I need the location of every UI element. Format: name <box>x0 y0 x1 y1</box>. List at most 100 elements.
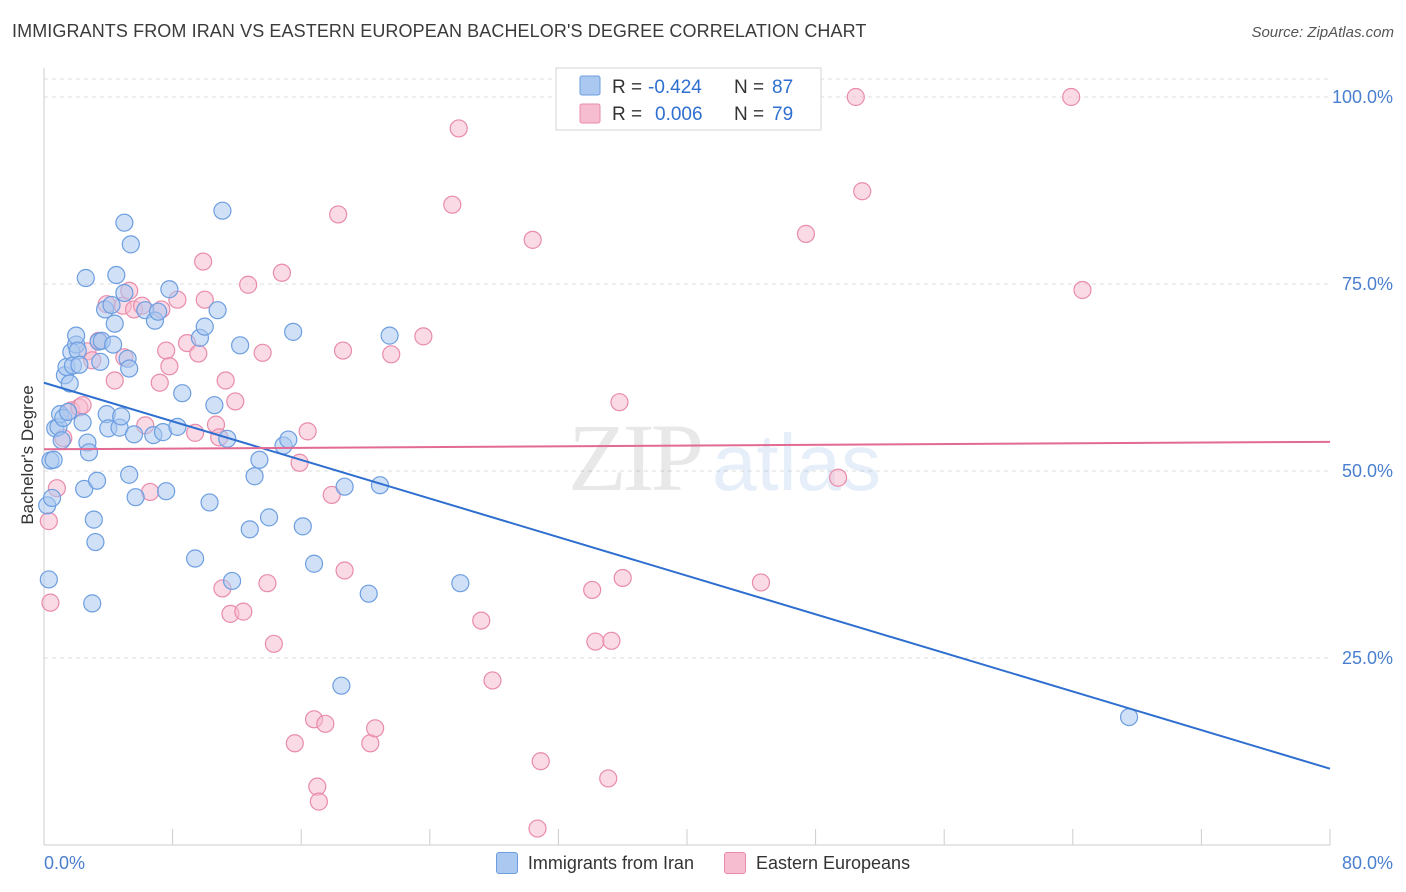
iran-point <box>168 417 187 436</box>
iran-point <box>120 465 139 484</box>
iran-point <box>195 317 214 336</box>
iran-point <box>380 326 399 345</box>
eastern-europeans-point <box>226 392 245 411</box>
iran-point <box>293 517 312 536</box>
eastern-europeans-point <box>610 393 629 412</box>
eastern-europeans-point <box>308 777 327 796</box>
eastern-europeans-point <box>443 195 462 214</box>
eastern-europeans-point <box>853 182 872 201</box>
eastern-europeans-point <box>586 632 605 651</box>
iran-point <box>44 450 63 469</box>
eastern-europeans-point <box>449 119 468 138</box>
iran-point <box>87 471 107 490</box>
iran-point <box>76 268 95 288</box>
eastern-europeans-point <box>751 573 771 592</box>
iran-point <box>279 430 298 449</box>
eastern-europeans-point <box>531 752 550 771</box>
legend-swatch-eastern-europeans <box>723 852 746 874</box>
eastern-europeans-point <box>322 485 341 505</box>
bottom-legend: Immigrants from Iran Eastern Europeans <box>0 852 1406 874</box>
y-tick-labels: 25.0% 50.0% 75.0% 100.0% <box>1332 87 1393 668</box>
eastern-europeans-point <box>194 252 213 271</box>
eastern-europeans-point <box>195 290 214 309</box>
eastern-europeans-point <box>528 819 547 838</box>
legend-n-value-1: 87 <box>772 77 793 98</box>
iran-point <box>332 676 351 695</box>
iran-point <box>231 336 250 355</box>
legend-n-label-1: N = <box>734 77 764 98</box>
bottom-legend-iran: Immigrants from Iran <box>495 852 694 874</box>
iran-point <box>79 443 99 462</box>
iran-point <box>84 510 103 529</box>
eastern-europeans-point <box>234 602 253 621</box>
iran-point <box>120 359 139 378</box>
y-tick-label: 25.0% <box>1342 648 1393 668</box>
iran-point <box>83 594 102 613</box>
eastern-europeans-point <box>366 719 385 738</box>
iran-point <box>73 413 92 432</box>
eastern-europeans-point <box>105 371 124 390</box>
eastern-europeans-point <box>258 574 277 593</box>
iran-point <box>70 355 89 374</box>
iran-point <box>245 467 264 486</box>
eastern-europeans-point <box>1073 280 1092 300</box>
iran-point <box>52 431 71 450</box>
iran-point <box>126 488 145 507</box>
eastern-europeans-point <box>796 224 816 243</box>
x-tick-labels: 0.0% 80.0% <box>44 853 1393 873</box>
x-tick-label: 80.0% <box>1342 853 1393 873</box>
iran-point <box>451 574 470 593</box>
chart-title: IMMIGRANTS FROM IRAN VS EASTERN EUROPEAN… <box>12 21 867 41</box>
eastern-europeans-point <box>157 341 176 360</box>
iran-point <box>107 265 126 285</box>
eastern-europeans-point <box>298 422 317 441</box>
legend-box: R = -0.424 N = 87 R = 0.006 N = 79 <box>555 67 822 131</box>
eastern-europeans-point <box>335 561 354 580</box>
iran-point <box>42 488 62 508</box>
eastern-europeans-point <box>602 631 621 650</box>
legend-swatch-iran <box>495 852 518 874</box>
eastern-europeans-point <box>41 593 60 612</box>
source-label: Source: ZipAtlas.com <box>1251 24 1394 41</box>
iran-point <box>104 335 123 354</box>
legend-n-label-2: N = <box>734 104 764 125</box>
watermark: ZIP atlas <box>568 404 881 511</box>
iran-point <box>60 374 79 393</box>
iran-point <box>222 571 242 591</box>
eastern-europeans-point <box>160 357 179 376</box>
legend-r-label-2: R = <box>612 104 642 125</box>
iran-point <box>91 352 110 371</box>
y-tick-label: 100.0% <box>1332 87 1393 107</box>
bottom-legend-eastern-europeans: Eastern Europeans <box>723 852 910 874</box>
eastern-europeans-point <box>414 327 433 346</box>
iran-point <box>149 302 168 321</box>
watermark-zip: ZIP <box>568 404 701 511</box>
iran-point <box>208 301 227 320</box>
iran-point <box>240 520 259 539</box>
iran-point <box>67 326 86 345</box>
eastern-europeans-point <box>150 373 169 392</box>
iran-point <box>124 425 144 444</box>
eastern-europeans-point <box>483 671 502 690</box>
iran-point <box>112 407 131 426</box>
iran-point <box>102 295 121 315</box>
eastern-europeans-point <box>264 634 283 653</box>
iran-point <box>186 549 205 568</box>
iran-point <box>284 322 303 341</box>
legend-swatch-pink <box>579 103 601 124</box>
trend-lines <box>43 381 1331 770</box>
bottom-legend-iran-label: Immigrants from Iran <box>527 852 694 873</box>
eastern-europeans-point <box>523 230 542 249</box>
eastern-europeans-point <box>583 580 602 600</box>
iran-point <box>250 450 269 469</box>
eastern-europeans-point <box>285 734 304 753</box>
iran-point <box>160 280 179 299</box>
eastern-europeans-point <box>189 344 208 363</box>
x-tick-label: 0.0% <box>44 853 85 873</box>
iran-point <box>86 532 105 552</box>
legend-r-label-1: R = <box>612 77 642 98</box>
y-axis-label: Bachelor's Degree <box>18 385 37 524</box>
legend-n-value-2: 79 <box>772 104 793 125</box>
gridlines <box>44 78 1330 659</box>
